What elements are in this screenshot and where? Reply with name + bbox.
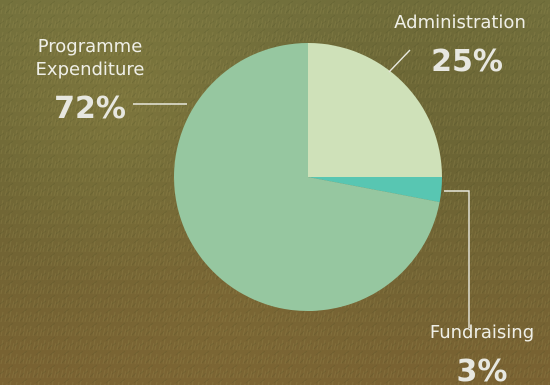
slice-value-fundraising: 3% — [457, 354, 508, 385]
pie-slice-programme-expenditure — [173, 43, 440, 311]
pie-slices — [173, 43, 442, 311]
leader-line-administration — [388, 49, 411, 73]
slice-label-line: Expenditure — [36, 59, 145, 80]
slice-value-programme-expenditure: 72% — [54, 91, 126, 126]
slice-label-line: Fundraising — [430, 322, 534, 343]
slice-label-line: Administration — [394, 12, 526, 33]
slice-label-fundraising: Fundraising — [430, 322, 534, 343]
slice-label-programme-expenditure: Programme Expenditure — [36, 36, 145, 80]
pie-labels: Administration 25% Fundraising 3% Programme E… — [36, 12, 535, 385]
pie-slice-administration — [308, 43, 442, 177]
pie-slice-fundraising — [308, 177, 442, 203]
slice-label-line: Programme — [38, 36, 143, 57]
slice-value-administration: 25% — [431, 44, 503, 79]
leader-line-fundraising — [444, 190, 470, 328]
pie-leaders — [133, 49, 470, 328]
slice-label-administration: Administration — [394, 12, 526, 33]
